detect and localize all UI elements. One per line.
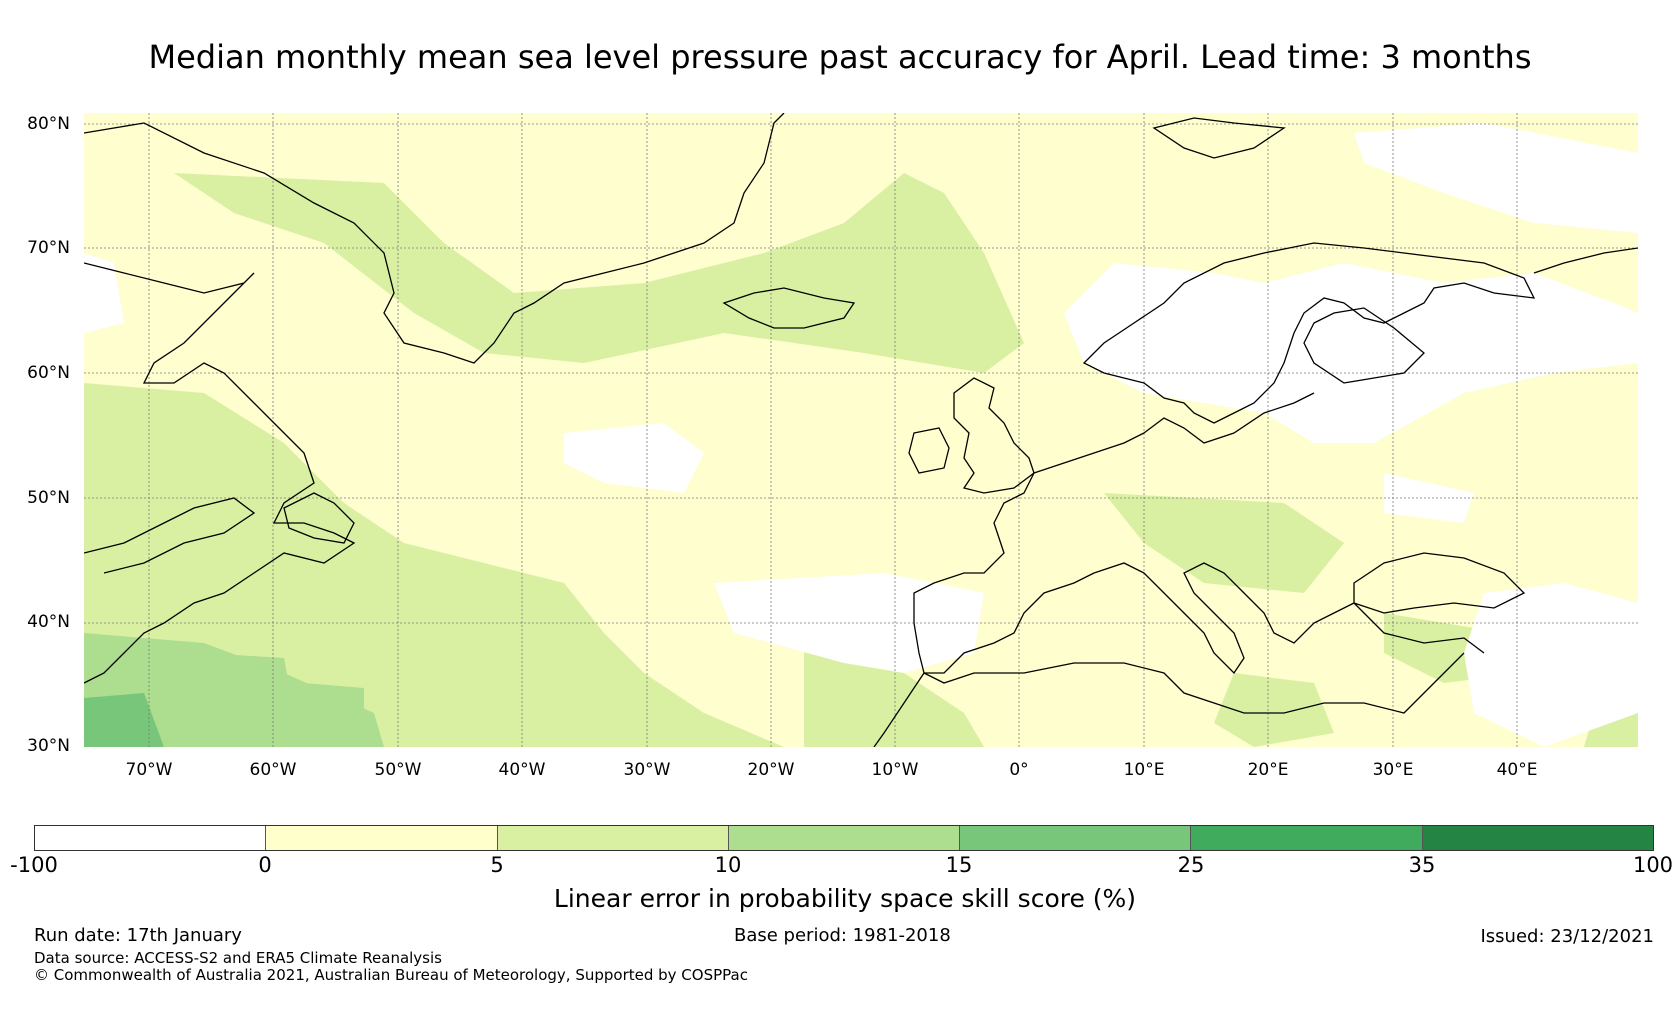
colorbar-tick: 35 xyxy=(1408,853,1436,877)
lon-label-40w: 40°W xyxy=(498,760,546,780)
colorbar-segment xyxy=(35,826,267,850)
svalbard-coast xyxy=(1152,117,1286,159)
lon-label-10w: 10°W xyxy=(871,760,919,780)
colorbar-tick: 10 xyxy=(714,853,742,877)
colorbar-segment xyxy=(1422,826,1653,850)
africa-west-coast xyxy=(873,672,925,747)
ireland-coast xyxy=(908,427,950,474)
finland-coast xyxy=(1303,307,1425,384)
europe-coast xyxy=(1033,392,1315,474)
map-canvas xyxy=(84,113,1638,747)
lat-label-30n: 30°N xyxy=(27,736,70,756)
lon-label-30w: 30°W xyxy=(623,760,671,780)
africa-coast xyxy=(923,652,1465,714)
lat-label-60n: 60°N xyxy=(27,363,70,383)
lon-label-20e: 20°E xyxy=(1247,760,1289,780)
lon-label-0: 0° xyxy=(1009,760,1029,780)
labrador-coast xyxy=(84,262,356,684)
colorbar-segment xyxy=(1191,826,1423,850)
colorbar-tick: -100 xyxy=(10,853,58,877)
colorbar-segment xyxy=(497,826,729,850)
lon-label-70w: 70°W xyxy=(125,760,173,780)
mediterranean-north xyxy=(1093,562,1355,675)
page-title: Median monthly mean sea level pressure p… xyxy=(148,38,1532,76)
iceland-coast xyxy=(722,287,856,329)
lat-label-50n: 50°N xyxy=(27,488,70,508)
lat-label-40n: 40°N xyxy=(27,612,70,632)
lon-label-20w: 20°W xyxy=(747,760,795,780)
base-period: Base period: 1981-2018 xyxy=(734,925,951,946)
colorbar-segment xyxy=(266,826,498,850)
lon-label-10e: 10°E xyxy=(1123,760,1165,780)
lon-label-60w: 60°W xyxy=(249,760,297,780)
colorbar-tick: 0 xyxy=(258,853,272,877)
data-source: Data source: ACCESS-S2 and ERA5 Climate … xyxy=(34,949,442,967)
russia-north-coast xyxy=(1533,247,1638,274)
lat-label-70n: 70°N xyxy=(27,238,70,258)
colorbar-tick: 100 xyxy=(1632,853,1674,877)
britain-coast xyxy=(953,377,1035,494)
gridlines xyxy=(84,113,1638,747)
coastlines xyxy=(84,113,1638,747)
skill-zones-10-15 xyxy=(84,633,384,747)
lat-label-80n: 80°N xyxy=(27,114,70,134)
gulf-st-lawrence xyxy=(84,497,256,574)
colorbar-tick: 15 xyxy=(945,853,973,877)
run-date: Run date: 17th January xyxy=(34,925,242,946)
skill-map xyxy=(84,113,1638,747)
lon-label-40e: 40°E xyxy=(1496,760,1538,780)
colorbar xyxy=(34,825,1654,851)
colorbar-label: Linear error in probability space skill … xyxy=(553,884,1137,913)
newfoundland xyxy=(283,492,355,544)
copyright: © Commonwealth of Australia 2021, Austra… xyxy=(34,966,748,984)
black-sea xyxy=(1353,552,1526,614)
greenland-coast xyxy=(84,113,785,364)
colorbar-segment xyxy=(960,826,1192,850)
colorbar-tick: 5 xyxy=(490,853,504,877)
lon-label-50w: 50°W xyxy=(374,760,422,780)
skill-zones-15-25 xyxy=(84,693,164,747)
france-iberia-coast xyxy=(913,472,1095,674)
scandinavia-coast xyxy=(1082,242,1536,424)
turkey-coast xyxy=(1353,602,1485,654)
lon-label-30e: 30°E xyxy=(1372,760,1414,780)
colorbar-tick: 25 xyxy=(1177,853,1205,877)
colorbar-segment xyxy=(728,826,961,850)
issued-date: Issued: 23/12/2021 xyxy=(1480,926,1654,947)
